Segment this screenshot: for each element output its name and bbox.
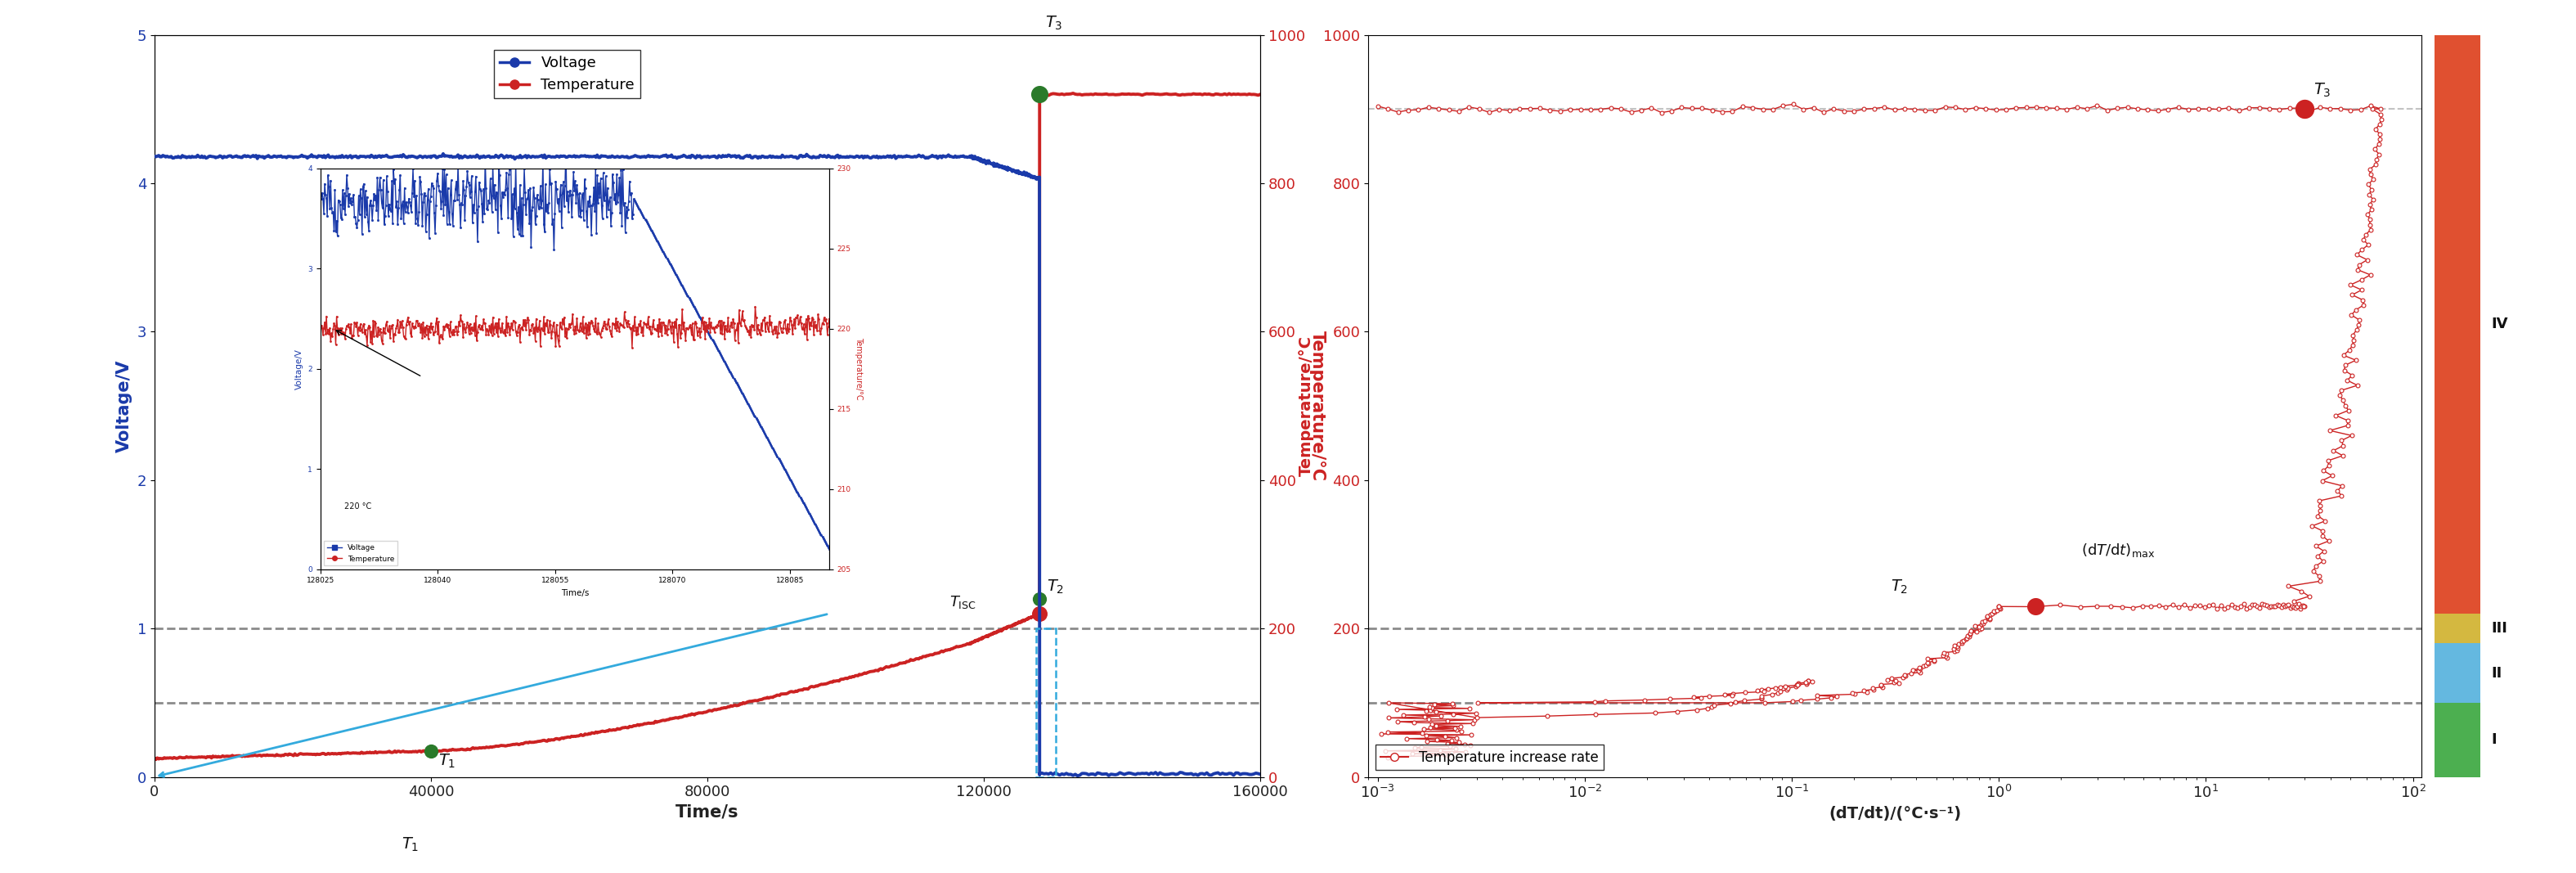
Text: I: I bbox=[2491, 732, 2496, 747]
Temperature increase rate bbox=[1363, 101, 1394, 112]
Y-axis label: Voltage/V: Voltage/V bbox=[116, 360, 131, 452]
Text: $T_1$: $T_1$ bbox=[402, 836, 420, 854]
Temperature increase rate bbox=[2285, 586, 2316, 596]
Text: $T_1$: $T_1$ bbox=[438, 753, 456, 770]
X-axis label: (dT/dt)/(°C·s⁻¹): (dT/dt)/(°C·s⁻¹) bbox=[1829, 806, 1960, 821]
Line: Temperature increase rate: Temperature increase rate bbox=[1376, 102, 2383, 760]
Temperature increase rate bbox=[1412, 706, 1443, 717]
Text: IV: IV bbox=[2491, 317, 2509, 332]
Text: $T_3$: $T_3$ bbox=[2313, 81, 2331, 99]
Y-axis label: Temperature/°C: Temperature/°C bbox=[1298, 335, 1314, 477]
Y-axis label: Temperature/°C: Temperature/°C bbox=[855, 338, 863, 400]
Text: III: III bbox=[2491, 622, 2506, 636]
Temperature increase rate bbox=[1422, 103, 1453, 113]
Text: $({\rm d}T/{\rm d}t)_{\rm max}$: $({\rm d}T/{\rm d}t)_{\rm max}$ bbox=[2081, 541, 2156, 559]
Text: II: II bbox=[2491, 666, 2501, 680]
Temperature increase rate bbox=[1757, 689, 1788, 699]
Text: $T_{\rm ISC}$: $T_{\rm ISC}$ bbox=[951, 594, 976, 610]
Temperature increase rate bbox=[2354, 224, 2385, 235]
Temperature increase rate bbox=[1777, 99, 1808, 109]
Point bbox=[1020, 607, 1061, 621]
Point bbox=[2014, 600, 2056, 614]
Point bbox=[1020, 592, 1061, 606]
Point bbox=[410, 744, 451, 758]
Legend: Temperature increase rate: Temperature increase rate bbox=[1376, 745, 1605, 770]
Text: $T_2$: $T_2$ bbox=[1046, 579, 1064, 595]
Point bbox=[2285, 102, 2326, 116]
Temperature increase rate bbox=[1376, 753, 1406, 764]
Text: $T_3$: $T_3$ bbox=[1046, 15, 1064, 31]
Y-axis label: Temperature/°C: Temperature/°C bbox=[1309, 331, 1327, 481]
Temperature increase rate bbox=[1546, 106, 1577, 116]
Text: $T_2$: $T_2$ bbox=[1891, 579, 1909, 595]
Point bbox=[1020, 87, 1061, 101]
X-axis label: Time/s: Time/s bbox=[675, 804, 739, 821]
Legend: Voltage, Temperature: Voltage, Temperature bbox=[495, 50, 641, 99]
Bar bbox=[1036, 629, 1056, 777]
